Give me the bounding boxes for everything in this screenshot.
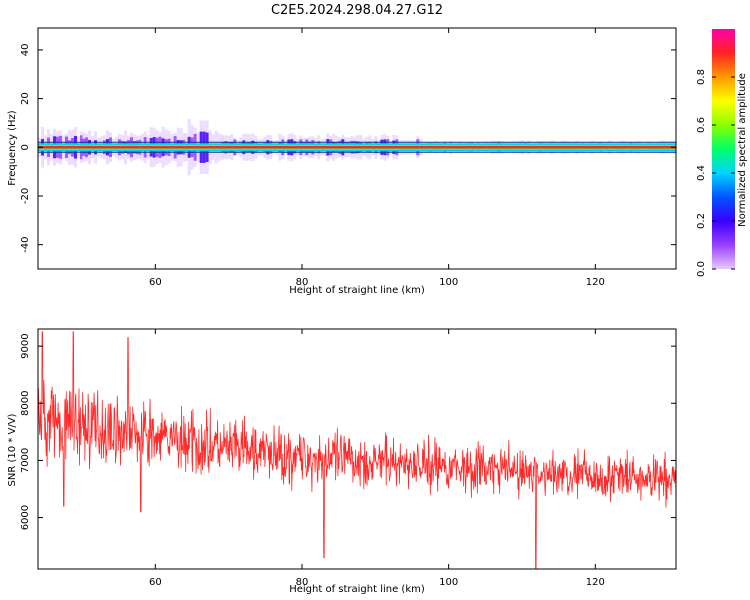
heatmap-peak-band <box>140 146 185 149</box>
snr-x-tick-label: 120 <box>586 577 605 588</box>
snr-series-line <box>38 331 676 569</box>
spectrogram-ticks: 60 80 100 120 -40 -20 0 20 40 <box>20 28 676 288</box>
spectrogram-panel: 60 80 100 120 -40 -20 0 20 40 Height of straight… <box>7 27 677 296</box>
heatmap-peak-band <box>221 146 420 149</box>
spectrogram-x-tick-label: 120 <box>586 277 605 288</box>
snr-frame <box>37 328 677 570</box>
heatmap-peak-band <box>38 146 82 149</box>
snr-y-tick-label: 7000 <box>20 448 31 473</box>
figure-title: C2E5.2024.298.04.27.G12 <box>271 3 443 18</box>
snr-x-axis-label: Height of straight line (km) <box>289 584 425 595</box>
heatmap-peak-band <box>184 146 222 149</box>
spectrogram-y-tick-label: -40 <box>20 236 31 252</box>
snr-panel: 60 80 100 120 6000 7000 8000 9000 Height of str… <box>7 328 677 595</box>
snr-x-tick-label: 60 <box>149 577 162 588</box>
spectrogram-y-tick-label: 40 <box>20 44 31 57</box>
spectrogram-y-tick-label: -20 <box>20 188 31 204</box>
colorbar-tick-label: 0.2 <box>696 213 707 229</box>
snr-x-tick-label: 80 <box>296 577 309 588</box>
colorbar-tick-label: 0.0 <box>696 261 707 277</box>
spectrogram-y-tick-label: 20 <box>20 92 31 105</box>
spectrogram-x-tick-label: 100 <box>439 277 458 288</box>
spectrogram-heatmap <box>38 119 676 176</box>
spectrogram-x-axis-label: Height of straight line (km) <box>289 285 425 296</box>
spectrogram-x-tick-label: 80 <box>296 277 309 288</box>
colorbar-ticks: 0.0 0.2 0.4 0.6 0.8 <box>696 69 735 277</box>
snr-ticks: 60 80 100 120 6000 7000 8000 9000 <box>20 329 676 588</box>
snr-y-axis-label: SNR (10 * V/V) <box>7 413 18 486</box>
colorbar-label: Normalized spectral amplitude <box>737 73 748 227</box>
spectrogram-y-axis-label: Frequency (Hz) <box>7 110 18 186</box>
spectrogram-y-tick-label: 0 <box>20 144 31 150</box>
colorbar-tick-label: 0.8 <box>696 69 707 85</box>
colorbar-tick-label: 0.4 <box>696 165 707 181</box>
heatmap-peak-band <box>419 146 676 149</box>
spectrogram-frame <box>37 27 677 270</box>
snr-plot-area <box>38 329 676 569</box>
heatmap-peak-band <box>82 146 141 149</box>
snr-y-tick-label: 8000 <box>20 391 31 416</box>
spectrogram-x-tick-label: 60 <box>149 277 162 288</box>
colorbar: 0.0 0.2 0.4 0.6 0.8 Normalized spectral ampl… <box>696 29 748 277</box>
colorbar-bar <box>712 29 735 269</box>
snr-y-tick-label: 6000 <box>20 505 31 530</box>
snr-y-tick-label: 9000 <box>20 333 31 358</box>
snr-x-tick-label: 100 <box>439 577 458 588</box>
colorbar-tick-label: 0.6 <box>696 117 707 133</box>
